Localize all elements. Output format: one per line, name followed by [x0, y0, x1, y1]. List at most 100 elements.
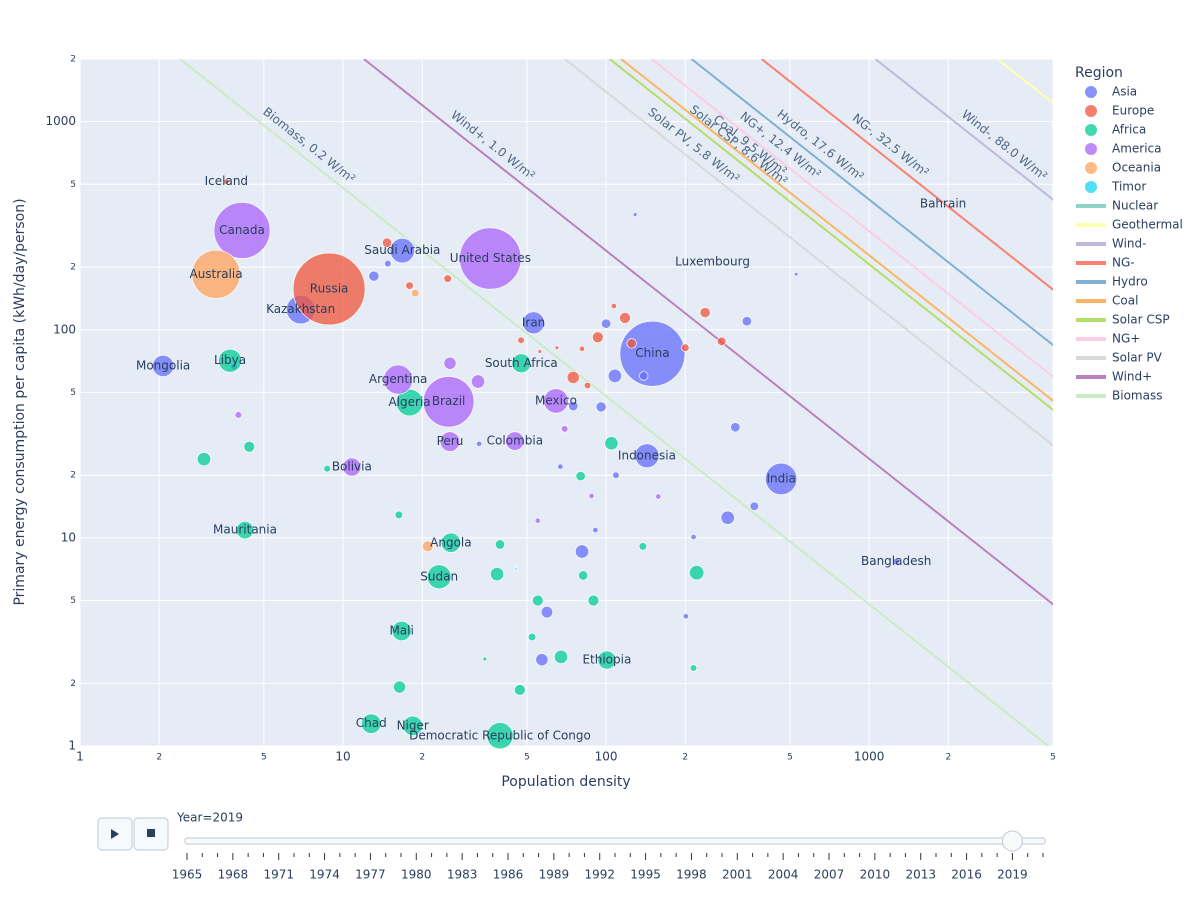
legend-label[interactable]: Solar CSP [1112, 313, 1170, 327]
legend-label[interactable]: Wind+ [1112, 370, 1152, 384]
bubble [537, 349, 543, 354]
slider-tick-label: 1980 [401, 868, 432, 882]
bubble [527, 632, 537, 642]
legend-marker [1085, 181, 1097, 193]
bubble [543, 388, 569, 414]
legend-label[interactable]: Coal [1112, 294, 1138, 308]
bubble [402, 715, 423, 736]
slider-handle[interactable] [1001, 830, 1023, 852]
bubble [574, 544, 590, 559]
play-button[interactable] [97, 817, 133, 851]
bubble-label: Colombia [487, 434, 543, 448]
bubble [540, 605, 554, 619]
reference-line [874, 59, 1053, 201]
bubble [588, 492, 595, 500]
bubble [941, 202, 945, 206]
slider-tick-label: 2010 [860, 868, 891, 882]
bubble [531, 594, 544, 607]
legend-label[interactable]: Africa [1112, 123, 1146, 137]
y-tick-label: 2 [70, 471, 76, 481]
bubble [235, 521, 255, 540]
legend-label[interactable]: Biomass [1112, 389, 1162, 403]
bubble [475, 440, 483, 447]
bubble-label: Mali [389, 623, 413, 637]
bubble-label: Canada [219, 223, 265, 237]
bubble [196, 452, 212, 467]
legend-marker [1085, 143, 1097, 155]
reference-line [690, 59, 1053, 347]
x-tick-label: 2 [945, 753, 951, 763]
slider-track[interactable] [184, 837, 1046, 845]
bubble-label: Argentina [369, 372, 428, 386]
bubble [459, 227, 522, 290]
y-axis-title: Primary energy consumption per capita (k… [12, 198, 28, 605]
y-tick-label: 5 [70, 596, 76, 606]
bubble [440, 532, 461, 553]
legend-label[interactable]: Solar PV [1112, 351, 1163, 365]
bubble [655, 493, 662, 500]
bubble [765, 462, 798, 496]
x-tick-label: 1000 [854, 750, 885, 764]
bubble-label: Democratic Republic of Congo [409, 728, 591, 742]
bubble [342, 457, 362, 477]
bubble [892, 557, 900, 566]
bubble-label: Angola [430, 535, 471, 549]
bubble [591, 331, 604, 344]
stop-button[interactable] [133, 817, 169, 851]
slider: 1965 1968 1971 1974 1977 1980 1983 1986 1989 1992… [172, 830, 1044, 882]
bubble [592, 526, 599, 534]
bubble [612, 471, 620, 479]
bubble-label: Saudi Arabia [364, 243, 440, 257]
legend-label[interactable]: Hydro [1112, 275, 1148, 289]
bubble-label: Ethiopia [582, 652, 631, 666]
legend-label[interactable]: America [1112, 142, 1162, 156]
bubble-label: Mexico [535, 393, 577, 407]
reference-line [620, 59, 1053, 403]
x-tick-label: 1 [76, 750, 84, 764]
bubble [639, 371, 649, 381]
legend-label[interactable]: Europe [1112, 104, 1154, 118]
legend-label[interactable]: Geothermal [1112, 218, 1183, 232]
bubble-label: Libya [214, 353, 246, 367]
y-tick-label: 5 [70, 388, 76, 398]
bubble-label: Kazakhstan [266, 302, 335, 316]
bubble [730, 422, 741, 433]
bubble [389, 237, 415, 264]
bubble-label: Iran [522, 315, 545, 329]
bubble [410, 288, 420, 298]
bubble [292, 252, 366, 326]
reference-line [564, 59, 1053, 447]
legend-label[interactable]: NG+ [1112, 332, 1140, 346]
x-tick-label: 2 [682, 753, 688, 763]
bubble [793, 271, 799, 277]
x-tick-label: 10 [335, 750, 350, 764]
slider-tick-label: 1983 [447, 868, 478, 882]
bubble [426, 564, 452, 590]
bubble-label: Bangladesh [861, 554, 931, 568]
legend-label[interactable]: Nuclear [1112, 199, 1158, 213]
legend-label[interactable]: Oceania [1112, 161, 1161, 175]
legend-marker [1085, 105, 1097, 117]
bubble [522, 311, 545, 335]
bubble-label: Chad [356, 716, 387, 730]
slider-current-label: Year=2019 [176, 811, 243, 825]
legend-label[interactable]: Timor [1111, 180, 1146, 194]
bubble [566, 370, 580, 384]
bubble [505, 431, 525, 451]
legend-label[interactable]: NG- [1112, 256, 1135, 270]
bubble [720, 510, 735, 525]
bubble [689, 565, 705, 581]
bubble [632, 212, 638, 217]
bubble-label: Brazil [432, 394, 466, 408]
bubble-label: Iceland [205, 174, 248, 188]
bubble [604, 436, 619, 451]
bubble [626, 338, 637, 349]
legend-label[interactable]: Asia [1112, 85, 1137, 99]
x-tick-label: 2 [419, 753, 425, 763]
bubble-label: Luxembourg [675, 254, 750, 268]
slider-tick-label: 2013 [905, 868, 936, 882]
legend-label[interactable]: Wind- [1112, 237, 1147, 251]
y-tick-label: 2 [70, 55, 76, 65]
bubble [482, 656, 488, 662]
legend-marker [1085, 86, 1097, 98]
